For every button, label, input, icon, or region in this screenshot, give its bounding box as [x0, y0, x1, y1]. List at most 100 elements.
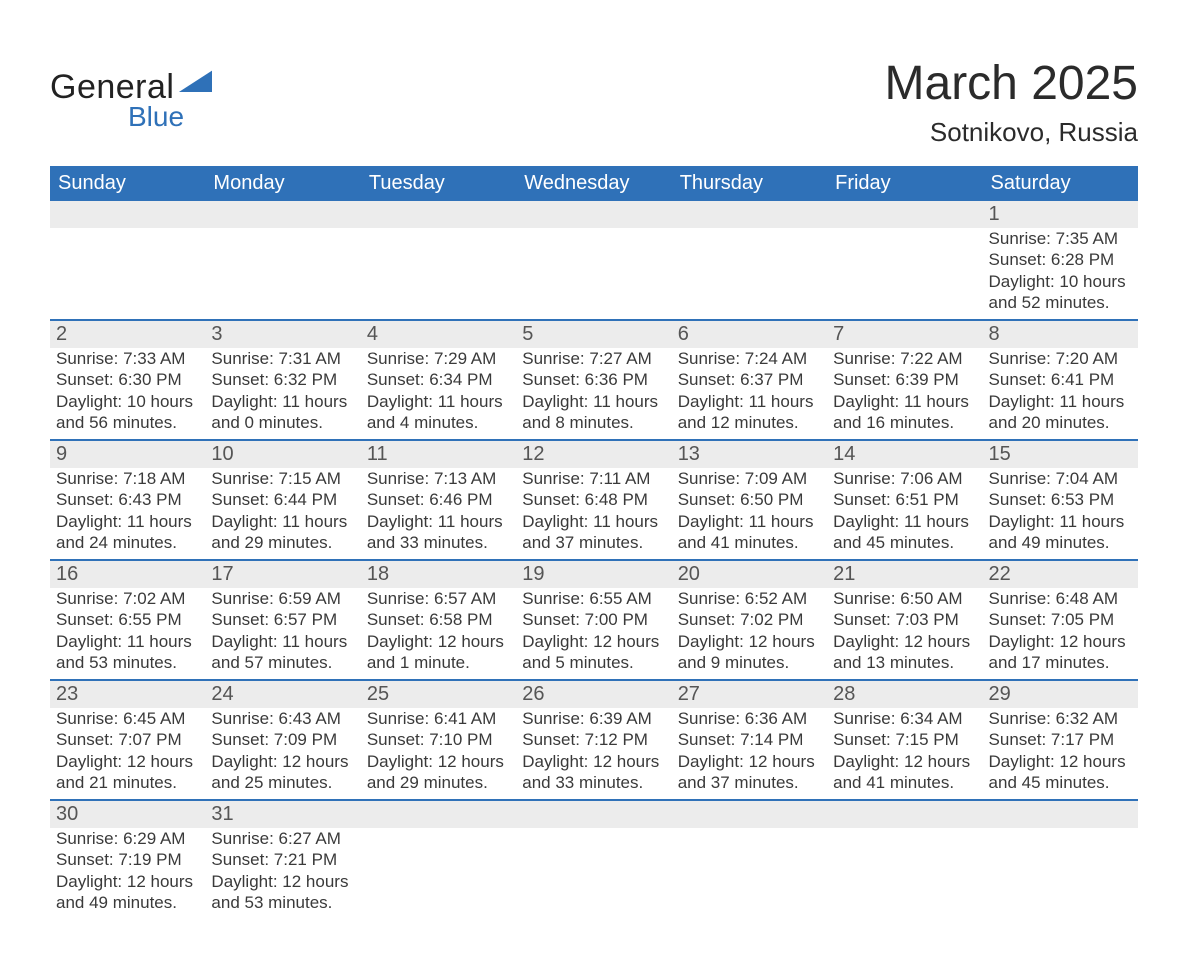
day-details-cell: Sunrise: 7:35 AMSunset: 6:28 PMDaylight:…: [983, 228, 1138, 319]
day-number-row: 2345678: [50, 321, 1138, 348]
sunrise-label: Sunrise:: [989, 709, 1056, 728]
daylight-label: Daylight:: [211, 752, 282, 771]
sunrise-value: 7:22 AM: [900, 349, 962, 368]
weekday-header: Friday: [827, 166, 982, 201]
day-details-cell: [205, 228, 360, 319]
sunrise-label: Sunrise:: [211, 709, 278, 728]
sunset-line: Sunset: 7:19 PM: [56, 849, 199, 870]
daylight-label: Daylight:: [678, 752, 749, 771]
sunrise-value: 7:09 AM: [745, 469, 807, 488]
sunrise-label: Sunrise:: [833, 589, 900, 608]
daylight-line: Daylight: 11 hours and 41 minutes.: [678, 511, 821, 554]
sunrise-label: Sunrise:: [56, 349, 123, 368]
daylight-line: Daylight: 11 hours and 0 minutes.: [211, 391, 354, 434]
day-details-row: Sunrise: 6:45 AM Sunset: 7:07 PM Daylight:…: [50, 708, 1138, 799]
day-details-cell: Sunrise: 7:27 AMSunset: 6:36 PMDaylight:…: [516, 348, 671, 439]
sunrise-value: 6:41 AM: [434, 709, 496, 728]
sunrise-label: Sunrise:: [211, 469, 278, 488]
sunrise-label: Sunrise:: [367, 349, 434, 368]
daylight-line: Daylight: 11 hours and 20 minutes.: [989, 391, 1132, 434]
day-details-cell: Sunrise: 7:29 AMSunset: 6:34 PMDaylight:…: [361, 348, 516, 439]
sunrise-label: Sunrise:: [56, 829, 123, 848]
sunrise-value: 6:29 AM: [123, 829, 185, 848]
sunset-value: 7:19 PM: [118, 850, 181, 869]
day-number-cell: [983, 801, 1138, 828]
sunrise-value: 7:18 AM: [123, 469, 185, 488]
daylight-line: Daylight: 11 hours and 49 minutes.: [989, 511, 1132, 554]
sunrise-label: Sunrise:: [678, 589, 745, 608]
daylight-line: Daylight: 12 hours and 13 minutes.: [833, 631, 976, 674]
sunset-line: Sunset: 6:48 PM: [522, 489, 665, 510]
sunrise-value: 6:34 AM: [900, 709, 962, 728]
sunrise-label: Sunrise:: [522, 589, 589, 608]
sunrise-label: Sunrise:: [56, 589, 123, 608]
daylight-line: Daylight: 10 hours and 56 minutes.: [56, 391, 199, 434]
daylight-line: Daylight: 12 hours and 33 minutes.: [522, 751, 665, 794]
daylight-label: Daylight:: [989, 632, 1060, 651]
daylight-label: Daylight:: [678, 512, 749, 531]
daylight-label: Daylight:: [56, 752, 127, 771]
sunrise-label: Sunrise:: [367, 589, 434, 608]
sunrise-value: 6:27 AM: [279, 829, 341, 848]
daylight-line: Daylight: 11 hours and 37 minutes.: [522, 511, 665, 554]
sunrise-value: 7:04 AM: [1056, 469, 1118, 488]
day-details-cell: Sunrise: 7:11 AMSunset: 6:48 PMDaylight:…: [516, 468, 671, 559]
daylight-line: Daylight: 12 hours and 53 minutes.: [211, 871, 354, 914]
daylight-line: Daylight: 12 hours and 25 minutes.: [211, 751, 354, 794]
daylight-line: Daylight: 12 hours and 45 minutes.: [989, 751, 1132, 794]
sunset-label: Sunset:: [989, 490, 1051, 509]
daylight-line: Daylight: 12 hours and 1 minute.: [367, 631, 510, 674]
sunrise-label: Sunrise:: [56, 469, 123, 488]
day-details-cell: Sunrise: 6:59 AMSunset: 6:57 PMDaylight:…: [205, 588, 360, 679]
sunset-value: 7:07 PM: [118, 730, 181, 749]
sunrise-line: Sunrise: 7:22 AM: [833, 348, 976, 369]
sunset-value: 6:34 PM: [429, 370, 492, 389]
sunrise-line: Sunrise: 7:18 AM: [56, 468, 199, 489]
daylight-label: Daylight:: [833, 632, 904, 651]
sunrise-line: Sunrise: 7:29 AM: [367, 348, 510, 369]
day-number-cell: [361, 801, 516, 828]
daylight-label: Daylight:: [56, 512, 127, 531]
day-details-cell: Sunrise: 6:34 AMSunset: 7:15 PMDaylight:…: [827, 708, 982, 799]
daylight-label: Daylight:: [833, 392, 904, 411]
sunset-value: 6:37 PM: [740, 370, 803, 389]
daylight-label: Daylight:: [522, 632, 593, 651]
day-details-cell: Sunrise: 7:15 AMSunset: 6:44 PMDaylight:…: [205, 468, 360, 559]
day-number-cell: 4: [361, 321, 516, 348]
sunset-line: Sunset: 7:17 PM: [989, 729, 1132, 750]
day-number-cell: 25: [361, 681, 516, 708]
daylight-label: Daylight:: [522, 512, 593, 531]
sunrise-value: 7:31 AM: [279, 349, 341, 368]
day-details-cell: Sunrise: 6:41 AMSunset: 7:10 PMDaylight:…: [361, 708, 516, 799]
day-details-cell: Sunrise: 6:27 AMSunset: 7:21 PMDaylight:…: [205, 828, 360, 919]
day-details-cell: Sunrise: 7:24 AMSunset: 6:37 PMDaylight:…: [672, 348, 827, 439]
sunset-label: Sunset:: [833, 490, 895, 509]
day-number-cell: 16: [50, 561, 205, 588]
day-details-cell: Sunrise: 7:20 AMSunset: 6:41 PMDaylight:…: [983, 348, 1138, 439]
daylight-label: Daylight:: [522, 392, 593, 411]
day-number-cell: 3: [205, 321, 360, 348]
daylight-line: Daylight: 12 hours and 29 minutes.: [367, 751, 510, 794]
sunset-label: Sunset:: [56, 370, 118, 389]
sunrise-line: Sunrise: 6:45 AM: [56, 708, 199, 729]
day-details-cell: [361, 228, 516, 319]
sunrise-label: Sunrise:: [211, 829, 278, 848]
day-details-cell: [50, 228, 205, 319]
sunrise-label: Sunrise:: [989, 469, 1056, 488]
sunset-label: Sunset:: [522, 730, 584, 749]
sunset-value: 6:32 PM: [274, 370, 337, 389]
sunset-value: 6:41 PM: [1051, 370, 1114, 389]
sunrise-label: Sunrise:: [56, 709, 123, 728]
sunset-value: 7:10 PM: [429, 730, 492, 749]
sunset-value: 6:39 PM: [895, 370, 958, 389]
sunset-line: Sunset: 6:50 PM: [678, 489, 821, 510]
day-number-cell: [516, 801, 671, 828]
weekday-header: Saturday: [983, 166, 1138, 201]
sunset-label: Sunset:: [833, 730, 895, 749]
sunset-line: Sunset: 6:58 PM: [367, 609, 510, 630]
day-number-cell: [516, 201, 671, 228]
weekday-row: SundayMondayTuesdayWednesdayThursdayFrid…: [50, 166, 1138, 201]
sunrise-label: Sunrise:: [367, 469, 434, 488]
sunset-value: 7:12 PM: [585, 730, 648, 749]
day-number-cell: [50, 201, 205, 228]
